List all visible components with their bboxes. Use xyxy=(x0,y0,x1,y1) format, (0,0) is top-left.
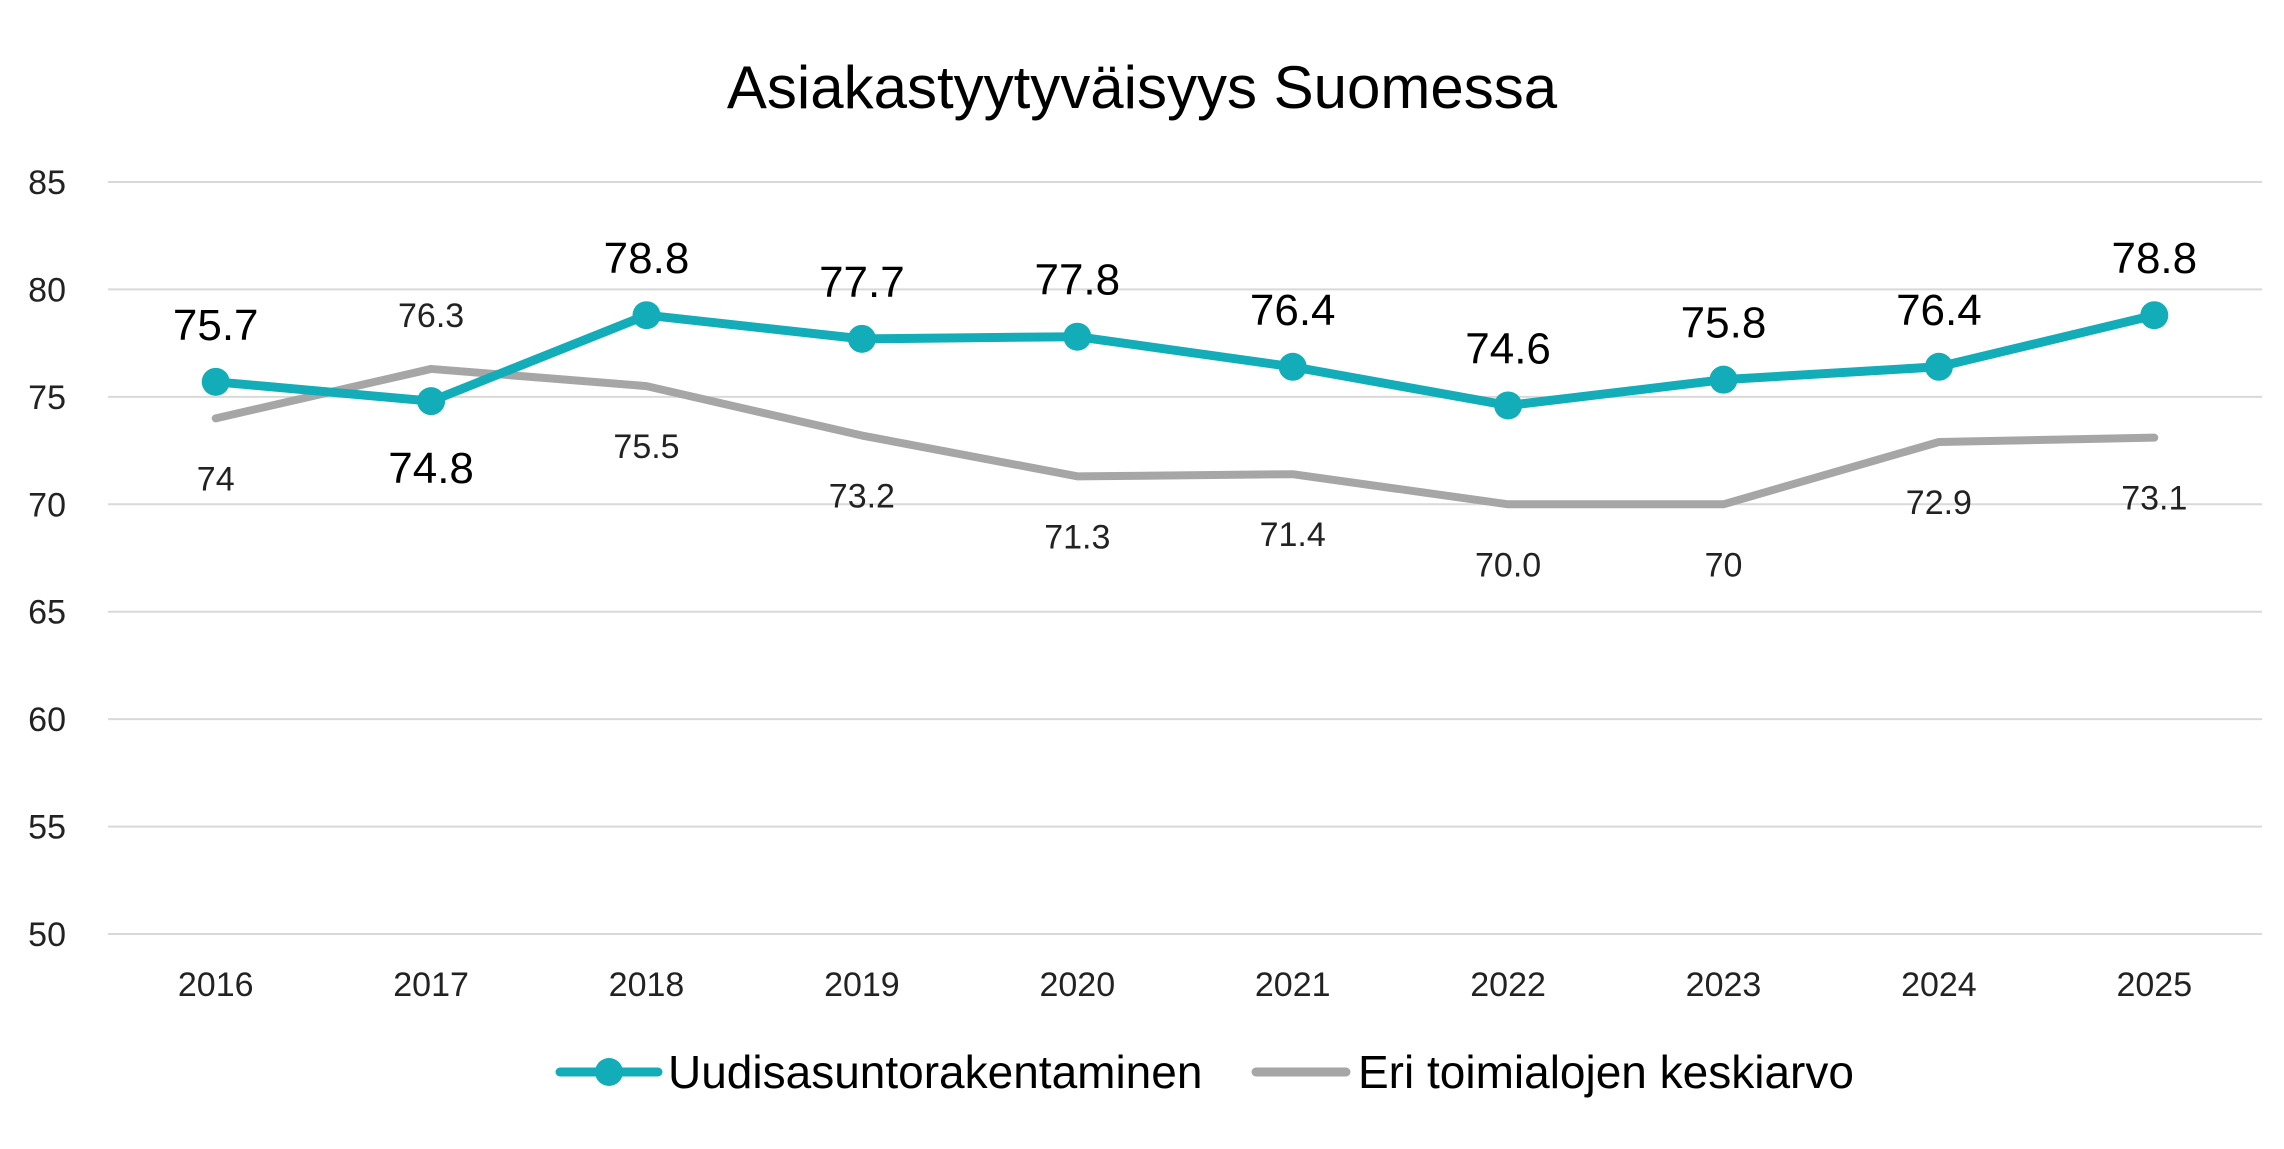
data-label-uudisasuntorakentaminen: 75.7 xyxy=(173,301,259,350)
legend-marker-uudisasuntorakentaminen xyxy=(595,1058,623,1086)
data-label-eri-toimialojen-keskiarvo: 71.3 xyxy=(1044,518,1110,556)
legend-label-uudisasuntorakentaminen: Uudisasuntorakentaminen xyxy=(668,1046,1202,1098)
y-tick-label: 50 xyxy=(28,916,66,954)
series-layer xyxy=(201,301,2169,509)
x-tick-label: 2022 xyxy=(1470,966,1546,1004)
data-label-uudisasuntorakentaminen: 76.4 xyxy=(1896,286,1982,335)
data-point xyxy=(417,387,446,416)
data-label-eri-toimialojen-keskiarvo: 75.5 xyxy=(613,428,679,466)
series-line-eri-toimialojen-keskiarvo xyxy=(211,364,2159,509)
y-tick-label: 60 xyxy=(28,701,66,739)
y-tick-label: 70 xyxy=(28,486,66,524)
data-label-eri-toimialojen-keskiarvo: 73.2 xyxy=(829,478,895,516)
data-labels: 75.7 74.8 78.8 77.7 77.8 76.4 74.6 75.8 76.4 78.8… xyxy=(173,234,2197,584)
x-tick-label: 2024 xyxy=(1901,966,1977,1004)
data-label-eri-toimialojen-keskiarvo: 71.4 xyxy=(1260,516,1326,554)
y-tick-label: 55 xyxy=(28,809,66,847)
data-label-eri-toimialojen-keskiarvo: 73.1 xyxy=(2121,480,2187,518)
data-label-uudisasuntorakentaminen: 74.8 xyxy=(388,444,474,493)
x-tick-label: 2023 xyxy=(1686,966,1762,1004)
data-point xyxy=(1494,391,1523,420)
data-point xyxy=(847,324,876,353)
data-label-uudisasuntorakentaminen: 77.8 xyxy=(1034,256,1120,305)
x-tick-label: 2019 xyxy=(824,966,900,1004)
x-tick-label: 2016 xyxy=(178,966,254,1004)
x-axis-ticks: 2016 2017 2018 2019 2020 2021 2022 2023 2024 2025 xyxy=(178,966,2192,1004)
y-axis-ticks: 50 55 60 65 70 75 80 85 xyxy=(28,164,66,954)
data-point xyxy=(2140,301,2169,330)
x-tick-label: 2025 xyxy=(2116,966,2192,1004)
data-label-uudisasuntorakentaminen: 76.4 xyxy=(1250,286,1336,335)
data-label-uudisasuntorakentaminen: 78.8 xyxy=(2111,234,2197,283)
data-label-uudisasuntorakentaminen: 75.8 xyxy=(1681,299,1767,348)
x-tick-label: 2021 xyxy=(1255,966,1331,1004)
grid-layer xyxy=(108,181,2262,935)
data-point xyxy=(1709,365,1738,394)
data-label-uudisasuntorakentaminen: 78.8 xyxy=(604,234,690,283)
legend: Uudisasuntorakentaminen Eri toimialojen … xyxy=(555,1046,1854,1098)
y-tick-label: 65 xyxy=(28,594,66,632)
data-label-uudisasuntorakentaminen: 77.7 xyxy=(819,258,905,307)
chart-title: Asiakastyytyväisyys Suomessa xyxy=(727,54,1558,121)
data-point xyxy=(632,301,661,330)
y-tick-label: 80 xyxy=(28,271,66,309)
data-label-eri-toimialojen-keskiarvo: 70 xyxy=(1705,546,1743,584)
data-label-eri-toimialojen-keskiarvo: 74 xyxy=(197,460,235,498)
y-tick-label: 85 xyxy=(28,164,66,202)
y-tick-label: 75 xyxy=(28,379,66,417)
data-label-eri-toimialojen-keskiarvo: 72.9 xyxy=(1906,484,1972,522)
x-tick-label: 2018 xyxy=(609,966,685,1004)
data-point xyxy=(1278,352,1307,381)
series-line-uudisasuntorakentaminen xyxy=(211,310,2159,410)
data-point xyxy=(1924,352,1953,381)
data-label-eri-toimialojen-keskiarvo: 76.3 xyxy=(398,297,464,335)
data-point xyxy=(201,367,230,396)
x-tick-label: 2020 xyxy=(1039,966,1115,1004)
legend-label-eri-toimialojen-keskiarvo: Eri toimialojen keskiarvo xyxy=(1358,1046,1854,1098)
data-point xyxy=(1063,322,1092,351)
data-label-uudisasuntorakentaminen: 74.6 xyxy=(1465,324,1551,373)
data-label-eri-toimialojen-keskiarvo: 70.0 xyxy=(1475,546,1541,584)
x-tick-label: 2017 xyxy=(393,966,469,1004)
